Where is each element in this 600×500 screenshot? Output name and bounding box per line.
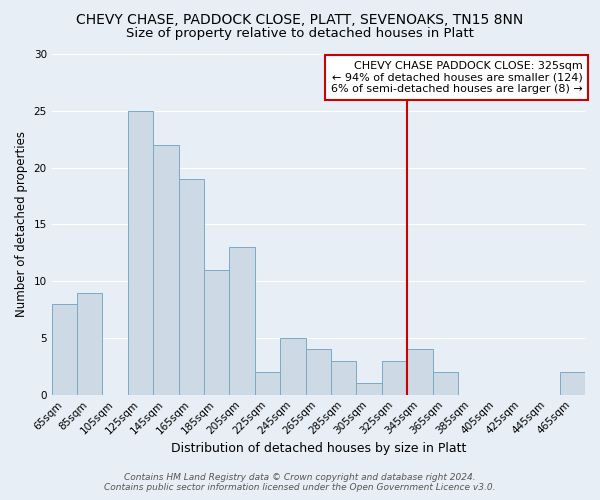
- Text: CHEVY CHASE, PADDOCK CLOSE, PLATT, SEVENOAKS, TN15 8NN: CHEVY CHASE, PADDOCK CLOSE, PLATT, SEVEN…: [76, 12, 524, 26]
- Text: Contains HM Land Registry data © Crown copyright and database right 2024.
Contai: Contains HM Land Registry data © Crown c…: [104, 473, 496, 492]
- X-axis label: Distribution of detached houses by size in Platt: Distribution of detached houses by size …: [170, 442, 466, 455]
- Bar: [356, 384, 382, 394]
- Bar: [280, 338, 305, 394]
- Bar: [204, 270, 229, 394]
- Bar: [128, 111, 153, 395]
- Bar: [229, 247, 255, 394]
- Bar: [77, 292, 103, 394]
- Bar: [52, 304, 77, 394]
- Y-axis label: Number of detached properties: Number of detached properties: [15, 132, 28, 318]
- Bar: [382, 360, 407, 394]
- Bar: [331, 360, 356, 394]
- Bar: [179, 179, 204, 394]
- Text: Size of property relative to detached houses in Platt: Size of property relative to detached ho…: [126, 28, 474, 40]
- Bar: [255, 372, 280, 394]
- Bar: [153, 145, 179, 394]
- Bar: [407, 350, 433, 395]
- Bar: [305, 350, 331, 395]
- Text: CHEVY CHASE PADDOCK CLOSE: 325sqm
← 94% of detached houses are smaller (124)
6% : CHEVY CHASE PADDOCK CLOSE: 325sqm ← 94% …: [331, 61, 583, 94]
- Bar: [433, 372, 458, 394]
- Bar: [560, 372, 585, 394]
